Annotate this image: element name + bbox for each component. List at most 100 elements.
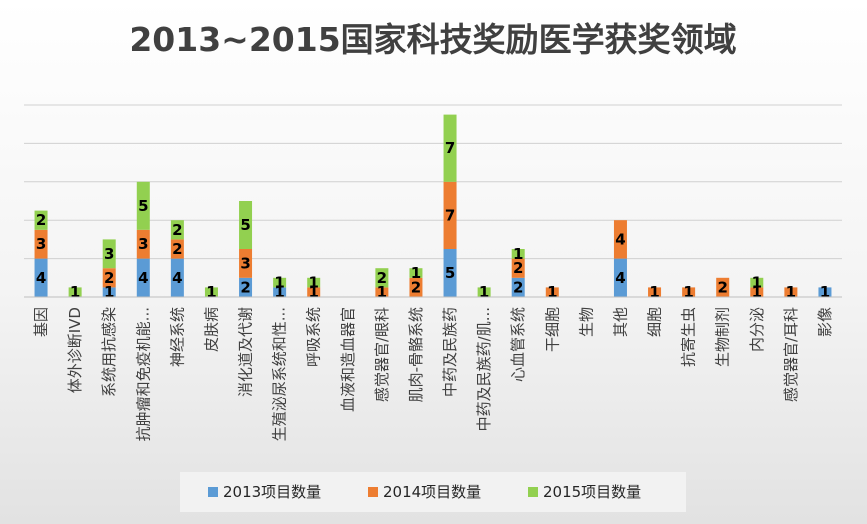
x-tick-labels: 基因 体外诊断IVD 系统用抗感染 抗肿瘤和免疫机能... 神经系统 皮肤病 消化道及代谢生… (32, 307, 834, 441)
bar-segment (613, 258, 627, 297)
data-label: 1 (547, 283, 557, 301)
data-label: 2 (240, 278, 250, 296)
x-tick-label: 生物 (577, 307, 595, 337)
bar-segment (375, 287, 389, 297)
data-label: 5 (138, 197, 148, 215)
data-label: 2 (411, 278, 421, 296)
bar-segment (239, 201, 253, 249)
bar-segment (750, 287, 764, 297)
bar-segment (784, 287, 798, 297)
bar-segment (307, 277, 321, 288)
bar-segment (307, 287, 321, 297)
x-tick-label: 中药及民族药 (441, 307, 459, 397)
data-label: 3 (36, 235, 46, 253)
data-label: 1 (649, 283, 659, 301)
x-tick-label: 抗肿瘤和免疫机能... (134, 307, 152, 441)
bar-segment (204, 287, 218, 297)
bar-segment (273, 277, 287, 288)
data-label: 4 (172, 269, 182, 287)
bar-segment (375, 268, 389, 288)
bar-segment (136, 181, 150, 230)
data-label: 4 (615, 230, 625, 248)
chart-title: 2013~2015国家科技奖励医学获奖领域 (129, 20, 736, 59)
legend-swatch (208, 487, 218, 497)
data-label: 1 (104, 283, 114, 301)
data-label: 4 (138, 269, 148, 287)
bar-segment (102, 268, 116, 288)
data-label: 2 (513, 259, 523, 277)
x-tick-label: 血液和造血器官 (339, 307, 357, 412)
data-label: 5 (240, 216, 250, 234)
legend-label: 2014项目数量 (383, 483, 481, 501)
bar-segment (443, 249, 457, 297)
x-tick-label: 生物制剂 (714, 307, 732, 367)
bar-segment (511, 258, 525, 278)
bar-segment (409, 268, 423, 278)
data-label: 1 (752, 283, 762, 301)
x-tick-label: 中药及民族药/肌... (475, 307, 493, 431)
legend-swatch (368, 487, 378, 497)
data-label: 1 (70, 283, 80, 301)
bar-segment (443, 114, 457, 182)
x-tick-label: 感觉器官/耳科 (782, 307, 800, 402)
legend-label: 2013项目数量 (223, 483, 321, 501)
bar-segment (239, 249, 253, 278)
bar-segment (102, 287, 116, 297)
gridlines (24, 104, 842, 260)
data-label: 5 (445, 264, 455, 282)
bar-segment (545, 287, 559, 297)
bar-segment (34, 258, 48, 297)
bar-segment (34, 210, 48, 230)
bar-segment (273, 287, 287, 297)
bar-segment (648, 287, 662, 297)
data-label: 1 (683, 283, 693, 301)
data-label: 1 (274, 274, 284, 292)
bar-segment (682, 287, 696, 297)
data-label: 1 (479, 283, 489, 301)
data-label: 1 (206, 283, 216, 301)
x-tick-label: 细胞 (646, 307, 664, 337)
bar-segment (716, 277, 730, 297)
data-label: 1 (308, 274, 318, 292)
data-label: 1 (820, 283, 830, 301)
x-tick-label: 肌肉-骨骼系统 (407, 307, 425, 402)
bar-segment (613, 220, 627, 259)
data-label: 4 (615, 269, 625, 287)
x-tick-label: 生殖泌尿系统和性... (271, 307, 289, 441)
bar-segment (750, 277, 764, 288)
bar-segment (511, 277, 525, 297)
data-label: 1 (308, 283, 318, 301)
bar-segment (68, 287, 82, 297)
bar-segment (170, 239, 184, 259)
bar-segment (136, 229, 150, 259)
data-label: 2 (717, 278, 727, 296)
bar-segment (136, 258, 150, 297)
bar-segment (443, 181, 457, 249)
x-tick-label: 消化道及代谢 (237, 307, 255, 397)
bar-segment (409, 277, 423, 297)
data-label: 1 (786, 283, 796, 301)
bar-segment (102, 239, 116, 269)
x-tick-label: 心血管系统 (509, 307, 527, 382)
bar-segment (511, 249, 525, 259)
x-tick-label: 呼吸系统 (305, 307, 323, 367)
x-tick-label: 感觉器官/眼科 (373, 307, 391, 402)
legend (180, 472, 686, 512)
data-label: 2 (104, 269, 114, 287)
data-label: 7 (445, 139, 455, 157)
data-label: 2 (36, 211, 46, 229)
x-tick-label: 体外诊断IVD (66, 307, 84, 393)
x-tick-label: 基因 (32, 307, 50, 337)
data-label: 1 (411, 264, 421, 282)
x-tick-label: 皮肤病 (202, 307, 220, 352)
data-label: 7 (445, 206, 455, 224)
x-tick-label: 内分泌 (748, 307, 766, 352)
data-label: 4 (36, 269, 46, 287)
legend-items: 2013项目数量 2014项目数量 2015项目数量 (208, 483, 641, 501)
x-tick-label: 抗寄生虫 (680, 307, 698, 367)
data-label: 3 (138, 235, 148, 253)
x-tick-label: 干细胞 (543, 307, 561, 352)
x-tick-label: 神经系统 (168, 307, 186, 367)
bar-segment (170, 220, 184, 240)
